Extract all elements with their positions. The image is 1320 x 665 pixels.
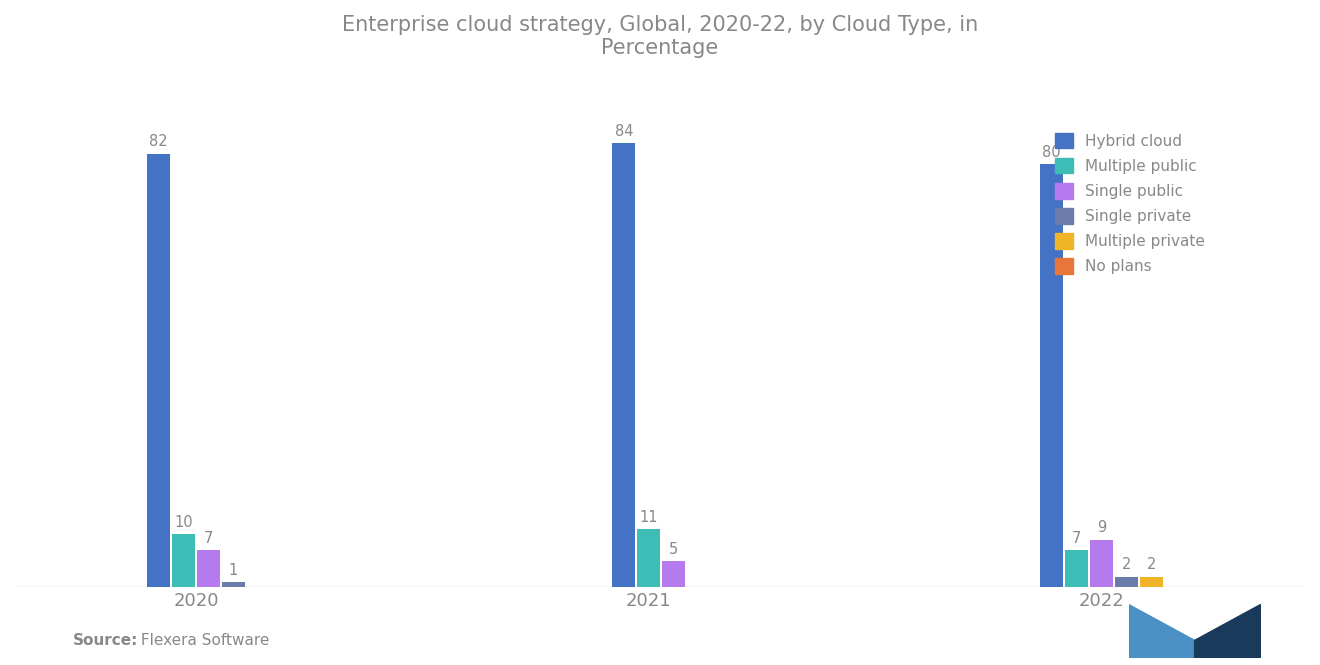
Bar <box>197 550 220 587</box>
Text: 5: 5 <box>669 541 678 557</box>
Bar <box>222 582 244 587</box>
Text: 7: 7 <box>1072 531 1081 546</box>
Bar <box>148 154 170 587</box>
Legend: Hybrid cloud, Multiple public, Single public, Single private, Multiple private, : Hybrid cloud, Multiple public, Single pu… <box>1055 132 1205 275</box>
Text: 7: 7 <box>203 531 214 546</box>
Bar <box>612 143 635 587</box>
Text: 10: 10 <box>174 515 193 530</box>
Bar <box>1115 577 1138 587</box>
Bar <box>1090 539 1113 587</box>
Bar <box>1065 550 1088 587</box>
Polygon shape <box>1195 604 1261 658</box>
Bar <box>1139 577 1163 587</box>
Text: Source:: Source: <box>73 633 139 648</box>
Text: 1: 1 <box>228 563 238 578</box>
Text: 11: 11 <box>639 510 657 525</box>
Text: 84: 84 <box>615 124 634 139</box>
Text: 2: 2 <box>1122 557 1131 573</box>
Bar <box>638 529 660 587</box>
Title: Enterprise cloud strategy, Global, 2020-22, by Cloud Type, in
Percentage: Enterprise cloud strategy, Global, 2020-… <box>342 15 978 59</box>
Text: 9: 9 <box>1097 521 1106 535</box>
Text: 80: 80 <box>1043 145 1061 160</box>
Text: 2: 2 <box>1146 557 1156 573</box>
Text: Flexera Software: Flexera Software <box>136 633 269 648</box>
Bar <box>663 561 685 587</box>
Bar <box>1040 164 1063 587</box>
Text: 82: 82 <box>149 134 168 149</box>
Bar <box>172 535 195 587</box>
Polygon shape <box>1129 604 1195 658</box>
